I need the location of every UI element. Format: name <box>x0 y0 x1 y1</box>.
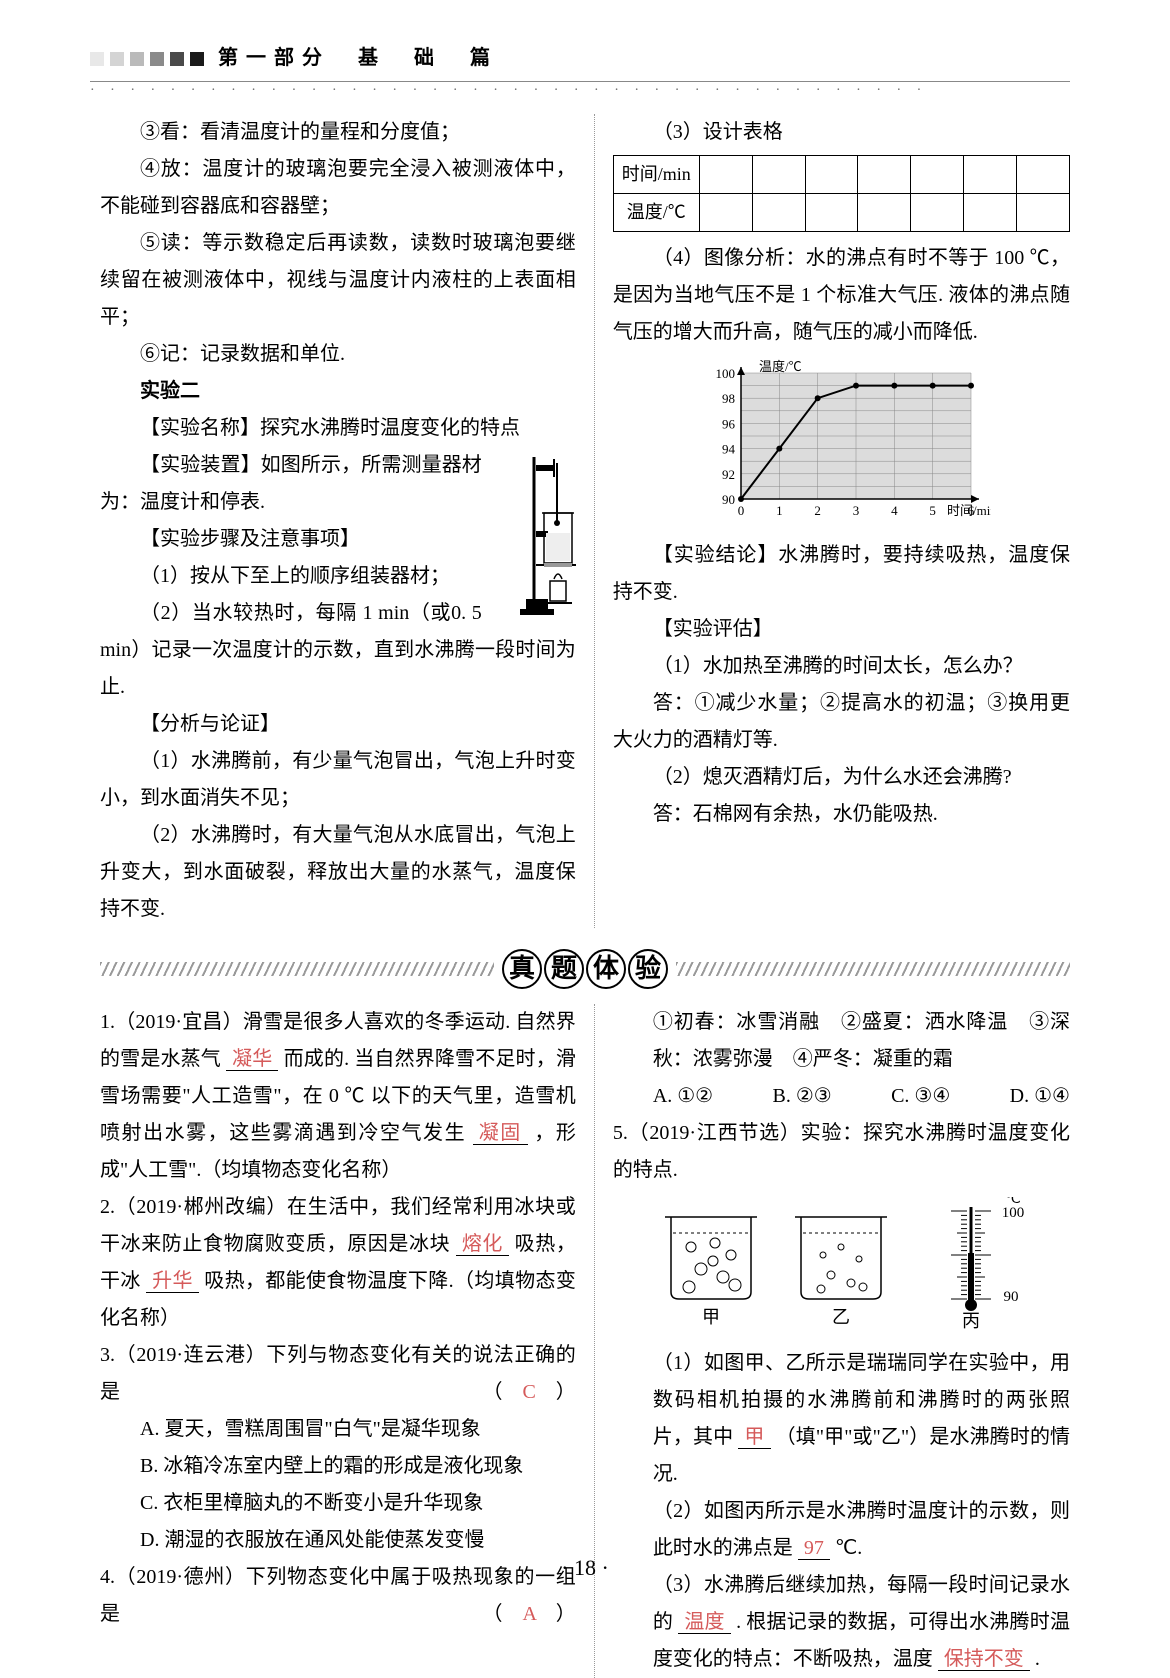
svg-text:92: 92 <box>722 467 735 482</box>
q4-paren: （ A ） <box>482 1596 575 1633</box>
row2-label: 温度/℃ <box>613 194 699 232</box>
hbar-2 <box>110 52 124 66</box>
header-dots: · · · · · · · · · · · · · · · · · · · · … <box>90 78 1070 104</box>
q1-blank-2: 凝固 <box>473 1122 528 1145</box>
analysis-1: （1）水沸腾前，有少量气泡冒出，气泡上升时变小，到水面消失不见； <box>100 743 576 817</box>
hbar-5 <box>170 52 184 66</box>
upper-right-col: （3）设计表格 时间/min 温度/℃ （4）图像分析：水的沸点有时不等于 10… <box>594 114 1070 928</box>
banner-char-1: 真 <box>502 949 542 989</box>
svg-text:丙: 丙 <box>962 1311 980 1331</box>
conclusion: 【实验结论】水沸腾时，要持续吸热，温度保持不变. <box>613 537 1070 611</box>
q4-opt-C: C. ③④ <box>891 1078 950 1115</box>
graph-svg: 90929496981000123456温度/℃时间/min <box>691 359 991 529</box>
q2-blank-2: 升华 <box>146 1270 199 1293</box>
svg-text:100: 100 <box>1002 1205 1025 1221</box>
svg-text:℃: ℃ <box>1006 1197 1022 1207</box>
svg-text:5: 5 <box>930 503 937 518</box>
data-table: 时间/min 温度/℃ <box>613 155 1070 233</box>
svg-text:0: 0 <box>738 503 745 518</box>
analysis-2: （2）水沸腾时，有大量气泡从水底冒出，气泡上升变大，到水面破裂，释放出大量的水蒸… <box>100 817 576 928</box>
section-banner: 真 题 体 验 <box>100 948 1070 990</box>
hbar-3 <box>130 52 144 66</box>
q4-ans: A <box>522 1603 535 1625</box>
row1-label: 时间/min <box>613 155 699 193</box>
apparatus-figure <box>490 451 576 631</box>
q3-ans: C <box>522 1381 535 1403</box>
svg-text:4: 4 <box>891 503 898 518</box>
table-row: 时间/min <box>613 155 1069 193</box>
svg-text:时间/min: 时间/min <box>947 503 991 518</box>
image-analysis: （4）图像分析：水的沸点有时不等于 100 ℃，是因为当地气压不是 1 个标准大… <box>613 240 1070 351</box>
q4-opt-B: B. ②③ <box>773 1078 832 1115</box>
q4-options: A. ①② B. ②③ C. ③④ D. ①④ <box>613 1078 1070 1115</box>
q5-p1: （1）如图甲、乙所示是瑞瑞同学在实验中，用数码相机拍摄的水沸腾前和沸腾时的两张照… <box>613 1345 1070 1493</box>
q5-p3-tail: . <box>1035 1648 1040 1670</box>
svg-text:96: 96 <box>722 417 736 432</box>
q5-p3-blank-1: 温度 <box>678 1611 731 1634</box>
step-4: ④放：温度计的玻璃泡要完全浸入被测液体中，不能碰到容器底和容器壁； <box>100 151 576 225</box>
exp2-title: 实验二 <box>100 373 576 410</box>
eval-q2: （2）熄灭酒精灯后，为什么水还会沸腾? <box>613 759 1070 796</box>
q4-items: ①初春：冰雪消融 ②盛夏：洒水降温 ③深秋：浓雾弥漫 ④严冬：凝重的霜 <box>613 1004 1070 1078</box>
eval-a1: 答：①减少水量；②提高水的初温；③换用更大火力的酒精灯等. <box>613 685 1070 759</box>
page-header: 第一部分 基 础 篇 <box>90 40 1070 82</box>
upper-left-col: ③看：看清温度计的量程和分度值； ④放：温度计的玻璃泡要完全浸入被测液体中，不能… <box>100 114 576 928</box>
eval-title: 【实验评估】 <box>613 611 1070 648</box>
exp-name: 【实验名称】探究水沸腾时温度变化的特点 <box>100 410 576 447</box>
q2: 2.（2019·郴州改编）在生活中，我们经常利用冰块或干冰来防止食物腐败变质，原… <box>100 1189 576 1337</box>
q3-paren: （ C ） <box>482 1374 575 1411</box>
svg-text:98: 98 <box>722 392 735 407</box>
q5-figure: 甲 乙 100 90 ℃ 丙 <box>613 1197 1070 1337</box>
q3-opt-C: C. 衣柜里樟脑丸的不断变小是升华现象 <box>100 1485 576 1522</box>
q5-p1-blank: 甲 <box>738 1426 770 1449</box>
svg-text:3: 3 <box>853 503 860 518</box>
hbar-6 <box>190 52 204 66</box>
page-number: · 18 · <box>0 1548 1170 1589</box>
svg-text:100: 100 <box>716 366 736 381</box>
svg-text:1: 1 <box>776 503 783 518</box>
design-table-title: （3）设计表格 <box>613 114 1070 151</box>
step-6: ⑥记：记录数据和单位. <box>100 336 576 373</box>
q3-opt-B: B. 冰箱冷冻室内壁上的霜的形成是液化现象 <box>100 1448 576 1485</box>
banner-char-4: 验 <box>628 949 668 989</box>
q5-svg: 甲 乙 100 90 ℃ 丙 <box>631 1197 1051 1337</box>
hbar-1 <box>90 52 104 66</box>
table-row: 温度/℃ <box>613 194 1069 232</box>
q4-opt-A: A. ①② <box>653 1078 713 1115</box>
apparatus-svg <box>490 451 576 631</box>
boiling-graph: 90929496981000123456温度/℃时间/min <box>613 359 1070 529</box>
svg-text:乙: 乙 <box>832 1307 850 1327</box>
hbar-4 <box>150 52 164 66</box>
analysis-title: 【分析与论证】 <box>100 706 576 743</box>
q1: 1.（2019·宜昌）滑雪是很多人喜欢的冬季运动. 自然界的雪是水蒸气 凝华 而… <box>100 1004 576 1189</box>
eval-q1: （1）水加热至沸腾的时间太长，怎么办？ <box>613 648 1070 685</box>
svg-text:90: 90 <box>1004 1289 1019 1305</box>
q1-blank-1: 凝华 <box>226 1048 278 1071</box>
q4-opt-D: D. ①④ <box>1010 1078 1070 1115</box>
q5-head: 5.（2019·江西节选）实验：探究水沸腾时温度变化的特点. <box>613 1115 1070 1189</box>
svg-text:温度/℃: 温度/℃ <box>759 359 802 374</box>
svg-text:甲: 甲 <box>702 1307 720 1327</box>
eval-a2: 答：石棉网有余热，水仍能吸热. <box>613 796 1070 833</box>
banner-char-3: 体 <box>586 949 626 989</box>
step-3: ③看：看清温度计的量程和分度值； <box>100 114 576 151</box>
svg-text:90: 90 <box>722 492 735 507</box>
q2-blank-1: 熔化 <box>456 1233 509 1256</box>
banner-title: 真 题 体 验 <box>502 949 668 989</box>
svg-text:94: 94 <box>722 442 736 457</box>
step-5: ⑤读：等示数稳定后再读数，读数时玻璃泡要继续留在被测液体中，视线与温度计内液柱的… <box>100 225 576 336</box>
upper-columns: ③看：看清温度计的量程和分度值； ④放：温度计的玻璃泡要完全浸入被测液体中，不能… <box>100 114 1070 928</box>
q3-opt-A: A. 夏天，雪糕周围冒"白气"是凝华现象 <box>100 1411 576 1448</box>
svg-text:2: 2 <box>815 503 822 518</box>
banner-char-2: 题 <box>544 949 584 989</box>
header-title: 第一部分 基 础 篇 <box>218 40 498 77</box>
q3-head: 3.（2019·连云港）下列与物态变化有关的说法正确的是 （ C ） <box>100 1337 576 1411</box>
q5-p3-blank-2: 保持不变 <box>938 1648 1030 1671</box>
